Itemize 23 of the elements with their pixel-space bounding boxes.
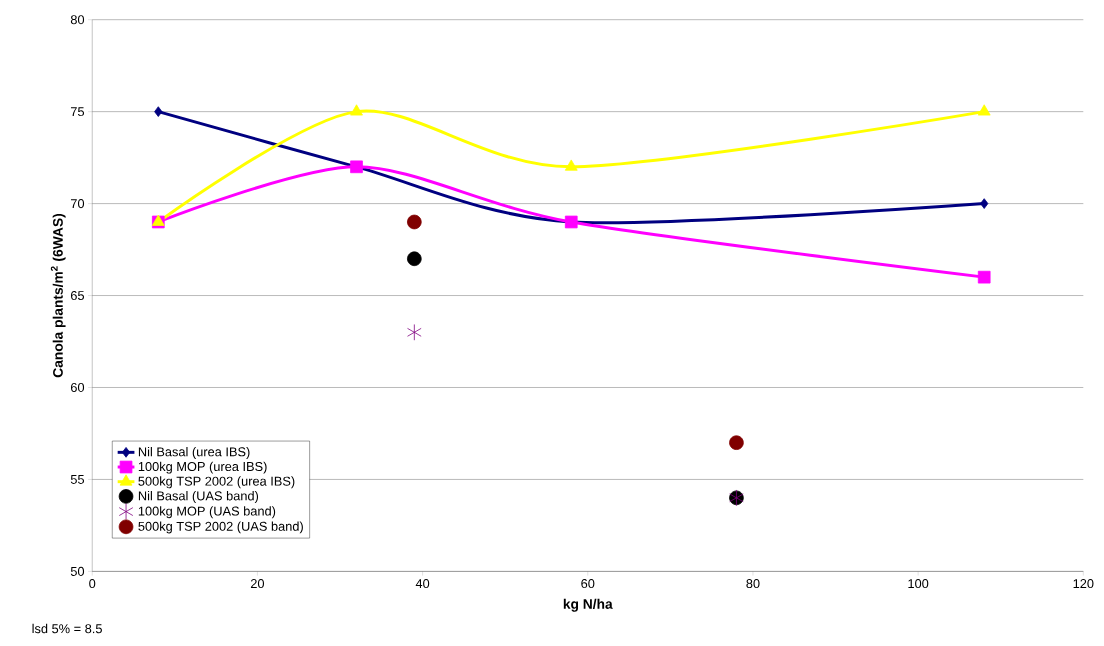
x-tick-label: 80 (746, 578, 760, 588)
x-tick-label: 20 (250, 578, 265, 588)
y-tick-label: 70 (70, 198, 85, 208)
y-tick-label: 80 (70, 15, 85, 25)
y-tick-label: 55 (70, 474, 85, 484)
y-tick-label: 75 (70, 107, 85, 116)
legend-label: 500kg TSP 2002 (urea IBS) (138, 476, 295, 489)
legend-label: 100kg MOP (urea IBS) (138, 461, 267, 474)
x-tick-label: 100 (908, 578, 929, 588)
legend-label: Nil Basal (urea IBS) (138, 446, 250, 459)
x-tick-label: 60 (581, 578, 595, 588)
y-tick-label: 60 (70, 382, 85, 392)
text: lsd 5% = 8.5 (32, 623, 102, 634)
x-tick-label: 0 (89, 578, 96, 588)
x-tick-label: 120 (1073, 578, 1094, 588)
legend-label: 500kg TSP 2002 (UAS band) (138, 521, 303, 534)
x-axis-title: kg N/ha (563, 598, 613, 612)
y-axis-title: Canola plants/m$^{2}$ (6WAS) (50, 213, 66, 378)
legend-label: Nil Basal (UAS band) (138, 490, 259, 503)
y-tick-label: 65 (70, 290, 85, 300)
x-tick-label: 40 (415, 578, 430, 588)
legend-label: 100kg MOP (UAS band) (138, 506, 276, 519)
y-tick-label: 50 (70, 566, 85, 576)
